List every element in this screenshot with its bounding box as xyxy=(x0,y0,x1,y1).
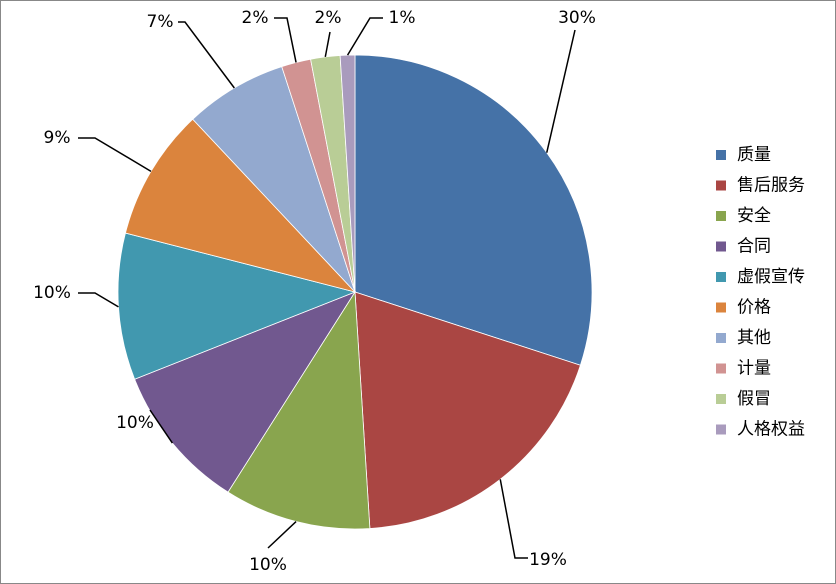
pie-slice xyxy=(117,232,357,380)
pie-slice xyxy=(124,118,357,293)
legend-label: 合同 xyxy=(737,237,771,257)
legend-label: 假冒 xyxy=(737,389,771,409)
data-label: 1% xyxy=(389,8,416,28)
leader-line xyxy=(178,21,235,89)
legend-label: 虚假宣传 xyxy=(737,267,805,287)
leader-line xyxy=(346,17,383,56)
pie-slice xyxy=(354,54,593,366)
leader-line xyxy=(546,29,576,153)
legend-label: 其他 xyxy=(737,328,771,348)
legend-label: 价格 xyxy=(737,298,771,318)
data-label: 19% xyxy=(529,550,567,570)
legend-label: 计量 xyxy=(737,359,771,379)
data-label: 10% xyxy=(33,283,71,303)
legend-swatch xyxy=(716,272,726,282)
leader-line xyxy=(149,409,174,444)
leader-line xyxy=(267,521,297,549)
legend-swatch xyxy=(716,180,726,191)
data-label: 10% xyxy=(116,413,154,433)
leader-line xyxy=(499,479,528,559)
leader-line xyxy=(78,292,119,308)
legend-swatch xyxy=(716,302,726,313)
pie-slice xyxy=(134,291,356,493)
legend-swatch xyxy=(716,363,726,374)
data-label: 7% xyxy=(147,12,174,32)
data-label: 9% xyxy=(44,128,71,148)
leader-line xyxy=(274,17,297,63)
legend-swatch xyxy=(716,241,726,252)
legend-label: 售后服务 xyxy=(737,176,805,196)
legend-label: 安全 xyxy=(737,206,771,226)
legend-label: 人格权益 xyxy=(737,420,805,440)
leader-line xyxy=(78,137,152,173)
data-label: 2% xyxy=(242,8,269,28)
legend-swatch xyxy=(716,150,726,160)
legend-swatch xyxy=(716,211,726,221)
data-label: 10% xyxy=(249,555,287,575)
legend-swatch xyxy=(716,394,726,404)
legend-swatch xyxy=(716,424,726,435)
legend-swatch xyxy=(716,333,726,343)
data-label: 2% xyxy=(315,8,342,28)
pie-slice xyxy=(354,291,581,529)
pie-slice xyxy=(192,66,356,293)
leader-line xyxy=(324,31,331,58)
data-label: 30% xyxy=(558,8,596,28)
legend-label: 质量 xyxy=(737,145,771,165)
